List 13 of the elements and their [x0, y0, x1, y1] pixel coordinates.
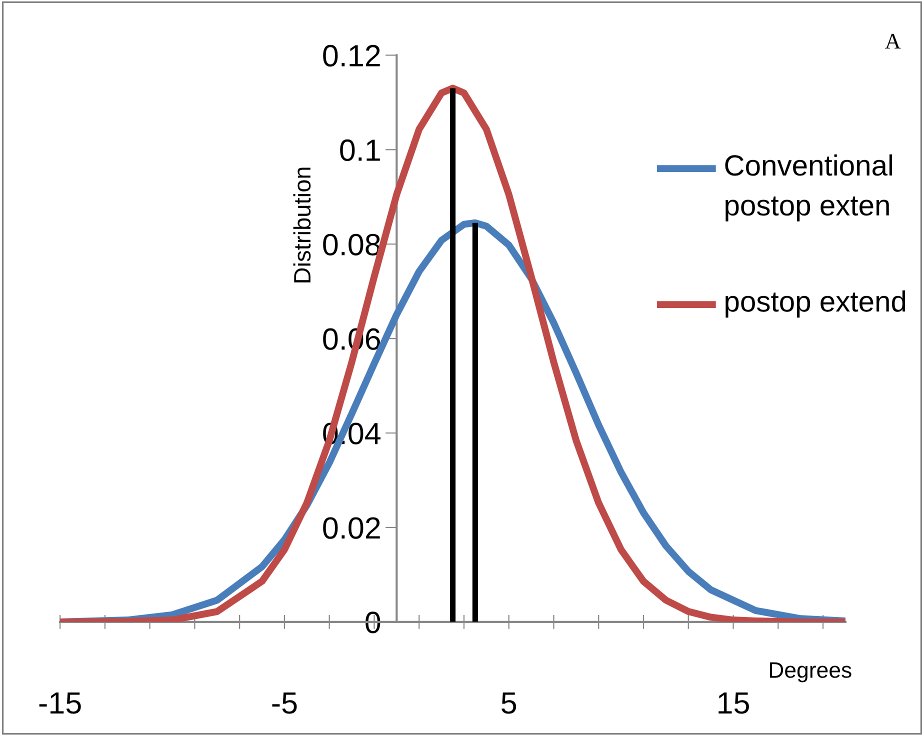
x-tick-label: -5 [272, 692, 297, 714]
text: A [885, 34, 901, 49]
legend-label: Conventional postop exten [725, 154, 892, 222]
y-tick-label: 0.08 [323, 234, 380, 256]
x-tick-label: 15 [718, 692, 749, 714]
x-axis-title: Degrees [770, 662, 852, 682]
y-tick-label: 0.02 [323, 517, 380, 539]
legend-label: postop extend [726, 290, 906, 318]
y-axis-title: Distribution [293, 168, 311, 282]
y-tick-label: 0.1 [340, 139, 380, 162]
y-tick-label: 0.12 [323, 44, 380, 67]
x-tick-label: 5 [502, 692, 516, 714]
x-tick-label: -15 [39, 692, 81, 714]
